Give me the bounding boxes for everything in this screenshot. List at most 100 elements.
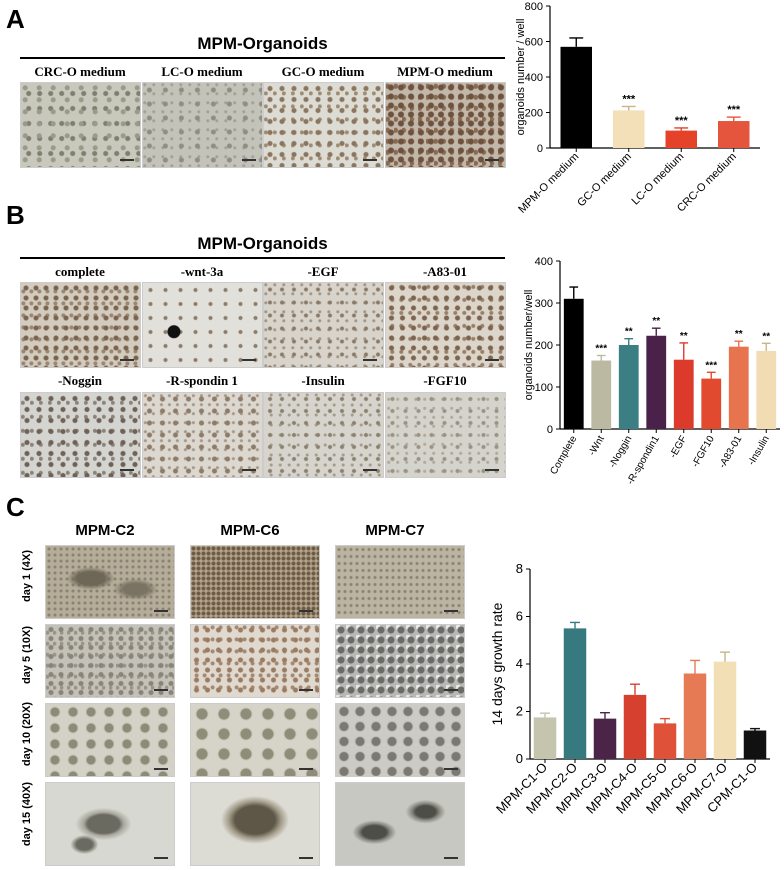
micrograph-minus-egf	[263, 282, 384, 368]
micrograph-c2-day10	[45, 703, 175, 777]
bar	[560, 46, 592, 149]
micrograph-crc-o-medium	[20, 82, 141, 168]
panel-c-row-day5: day 5 (10X)	[21, 625, 33, 685]
micrograph-c6-day15	[190, 782, 320, 866]
bar	[563, 298, 584, 429]
bar	[701, 378, 722, 429]
significance-label: **	[652, 316, 660, 327]
panel-c-col-mpm-c7: MPM-C7	[365, 522, 425, 539]
significance-label: ***	[595, 344, 607, 355]
panel-c-label: C	[6, 492, 25, 522]
significance-label: ***	[622, 93, 636, 105]
y-tick-label: 0	[516, 751, 523, 766]
panel-b-label-noggin: -Noggin	[57, 373, 103, 388]
bar	[623, 694, 647, 759]
x-tick-label: -FGF10	[690, 434, 717, 470]
y-tick-label: 400	[525, 72, 543, 84]
micrograph-c6-day5	[190, 624, 320, 698]
micrograph-minus-noggin	[20, 392, 141, 478]
chart-b-factor-withdrawal: 0 100 200 300 400 organoids number/well Comple…	[523, 256, 780, 487]
y-tick-label: 600	[525, 37, 543, 49]
significance-label: ***	[705, 360, 717, 371]
bar	[591, 360, 612, 429]
significance-label: **	[762, 331, 770, 342]
micrograph-lc-o-medium	[142, 82, 263, 168]
y-tick-label: 0	[547, 424, 553, 436]
panel-a-label-gc: GC-O medium	[281, 64, 365, 79]
y-tick-label: 6	[516, 609, 523, 624]
bar	[743, 730, 767, 759]
x-tick-label: -Insulin	[746, 434, 772, 467]
x-tick-label: -EGF	[668, 434, 689, 460]
panel-b-label-fgf10: -FGF10	[423, 373, 467, 388]
micrograph-minus-a8301	[385, 282, 506, 368]
micrograph-c2-day1	[45, 545, 175, 619]
x-tick-label: -Noggin	[607, 434, 634, 470]
y-tick-label: 0	[537, 143, 543, 155]
micrograph-c2-day15	[45, 782, 175, 866]
micrograph-minus-rspondin1	[142, 392, 263, 478]
bar	[713, 661, 737, 759]
panel-c-row-day1: day 1 (4X)	[21, 550, 33, 602]
micrograph-c7-day1	[335, 545, 465, 619]
micrograph-c7-day15	[335, 782, 465, 866]
y-axis-label: organoids number/well	[523, 290, 535, 401]
panel-c-row-day15: day 15 (40X)	[21, 781, 33, 847]
x-tick-label: GC-O medium	[575, 151, 634, 210]
panel-b-label-a8301: -A83-01	[422, 264, 468, 279]
bar	[646, 335, 667, 429]
bar	[728, 346, 749, 429]
panel-b-label-complete: complete	[55, 264, 105, 279]
bar	[665, 130, 697, 148]
panel-a-divider	[20, 57, 505, 59]
y-tick-label: 4	[516, 656, 523, 671]
bar	[653, 723, 677, 759]
panel-a-label-mpm: MPM-O medium	[397, 64, 493, 79]
micrograph-minus-fgf10	[385, 392, 506, 478]
panel-b-label-wnt3a: -wnt-3a	[180, 264, 224, 279]
panel-b-title: MPM-Organoids	[197, 234, 328, 253]
micrograph-c6-day10	[190, 703, 320, 777]
y-tick-label: 8	[516, 561, 523, 576]
significance-label: **	[625, 327, 633, 338]
significance-label: **	[680, 331, 688, 342]
y-axis-label: 14 days growth rate	[489, 602, 505, 725]
significance-label: ***	[727, 104, 741, 116]
micrograph-mpm-o-medium	[385, 82, 506, 168]
significance-label: **	[735, 329, 743, 340]
bar	[613, 110, 645, 148]
x-tick-label: -Wnt	[587, 434, 607, 458]
panel-b-divider	[20, 257, 505, 259]
y-tick-label: 2	[516, 704, 523, 719]
panel-c-col-mpm-c2: MPM-C2	[75, 522, 135, 539]
micrograph-minus-insulin	[263, 392, 384, 478]
panel-c-row-day10: day 10 (20X)	[21, 701, 33, 767]
panel-b-label-egf: -EGF	[307, 264, 339, 279]
y-axis-label: organoids number / well	[515, 19, 527, 136]
panel-a-label: A	[6, 4, 25, 34]
x-tick-label: Complete	[548, 434, 579, 477]
x-tick-label: MPM-O medium	[516, 151, 581, 216]
micrograph-gc-o-medium	[263, 82, 384, 168]
panel-a-label-crc: CRC-O medium	[34, 64, 126, 79]
y-tick-label: 300	[535, 298, 553, 310]
bar	[683, 673, 707, 759]
micrograph-c7-day10	[335, 703, 465, 777]
y-tick-label: 200	[535, 340, 553, 352]
bar	[618, 345, 639, 429]
panel-b-label: B	[6, 200, 25, 230]
y-tick-label: 100	[535, 382, 553, 394]
panel-a-title: MPM-Organoids	[197, 34, 328, 53]
bar	[533, 717, 557, 759]
x-tick-label: -A83-01	[717, 434, 745, 471]
micrograph-c7-day5	[335, 624, 465, 698]
y-tick-label: 200	[525, 108, 543, 120]
bar	[673, 359, 694, 429]
panel-c-col-mpm-c6: MPM-C6	[220, 522, 280, 539]
bar	[563, 628, 587, 759]
panel-b-label-insulin: -Insulin	[301, 373, 345, 388]
chart-a-medium-comparison: 0 200 400 600 800 organoids number / well MPM-…	[515, 1, 760, 216]
micrograph-complete	[20, 282, 141, 368]
bar	[756, 350, 777, 429]
